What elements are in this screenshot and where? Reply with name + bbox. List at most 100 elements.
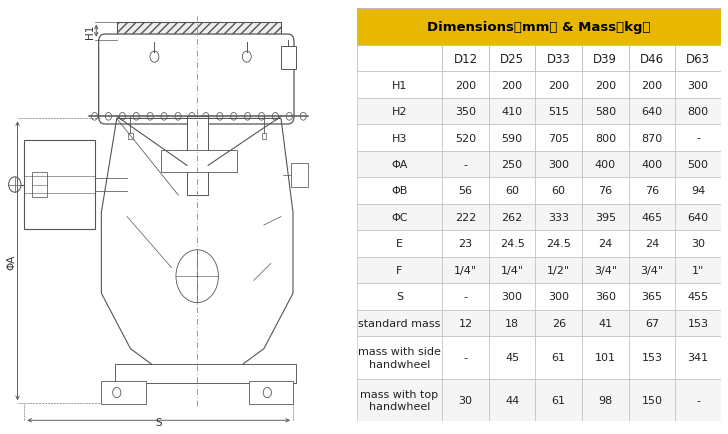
Bar [357,310,443,336]
Bar [536,336,582,379]
Text: Dimensions（mm） & Mass（kg）: Dimensions（mm） & Mass（kg） [427,21,651,34]
Text: 67: 67 [645,318,659,328]
Bar [443,46,489,72]
Bar [628,231,676,257]
Text: 705: 705 [548,133,569,143]
Bar [357,178,443,204]
Text: ΦA: ΦA [7,253,17,269]
Text: 400: 400 [641,160,662,170]
Text: 61: 61 [552,395,566,405]
Bar [357,204,443,231]
Bar [536,379,582,421]
Text: -: - [464,352,467,362]
Text: S: S [396,292,403,302]
Text: 24: 24 [645,239,659,249]
Text: 1/2": 1/2" [547,265,570,275]
Bar [357,379,443,421]
Bar [676,257,721,283]
Bar [582,178,629,204]
Bar [443,72,489,99]
Bar [357,231,443,257]
Bar [628,125,676,151]
Bar [582,310,629,336]
Bar [582,231,629,257]
Bar [443,125,489,151]
Text: H3: H3 [392,133,407,143]
Text: 12: 12 [459,318,472,328]
Text: 18: 18 [505,318,519,328]
Text: 60: 60 [505,186,519,196]
Text: 101: 101 [595,352,616,362]
Bar [582,204,629,231]
Bar [582,46,629,72]
Text: 1/4": 1/4" [501,265,523,275]
Text: ΦC: ΦC [391,213,408,223]
Bar [357,9,721,46]
Bar [128,134,132,140]
Bar [248,381,293,404]
Bar [116,23,281,40]
Text: 24: 24 [598,239,612,249]
Bar [489,257,536,283]
Bar [628,336,676,379]
Bar [489,204,536,231]
Text: 365: 365 [641,292,662,302]
Bar [357,336,443,379]
Text: 350: 350 [455,107,476,117]
Text: mass with side
handwheel: mass with side handwheel [358,346,441,369]
Text: 580: 580 [595,107,616,117]
Bar [536,178,582,204]
Bar [443,204,489,231]
Bar [536,125,582,151]
Text: 400: 400 [595,160,616,170]
Text: 44: 44 [505,395,519,405]
Bar [582,283,629,310]
Bar [582,125,629,151]
Text: 640: 640 [687,213,708,223]
Text: 640: 640 [641,107,662,117]
Text: 76: 76 [598,186,612,196]
Bar [536,46,582,72]
Bar [25,141,95,230]
Text: 300: 300 [548,160,569,170]
Bar [628,310,676,336]
Text: mass with top
handwheel: mass with top handwheel [360,389,438,411]
Bar [536,283,582,310]
Text: F: F [396,265,403,275]
Bar [536,231,582,257]
Text: 200: 200 [641,80,662,90]
Bar [582,336,629,379]
Bar [101,381,146,404]
Text: 300: 300 [687,80,708,90]
Bar [628,204,676,231]
Bar [676,283,721,310]
Bar [536,72,582,99]
FancyBboxPatch shape [98,35,294,125]
Bar [261,134,266,140]
Bar [443,379,489,421]
Bar [357,99,443,125]
Text: 465: 465 [641,213,662,223]
Bar [489,379,536,421]
Text: 3/4": 3/4" [594,265,617,275]
Text: 153: 153 [687,318,708,328]
Bar [628,151,676,178]
Bar [676,231,721,257]
Text: D12: D12 [454,53,478,66]
Bar [582,72,629,99]
Text: H2: H2 [392,107,407,117]
Bar [536,310,582,336]
Text: 26: 26 [552,318,566,328]
Text: 98: 98 [598,395,612,405]
Bar [676,46,721,72]
Bar [357,151,443,178]
Bar [32,172,47,198]
Bar [536,257,582,283]
Text: 800: 800 [595,133,616,143]
Text: 94: 94 [691,186,705,196]
Text: 56: 56 [459,186,472,196]
Bar [489,178,536,204]
Text: D39: D39 [593,53,617,66]
Text: 333: 333 [548,213,569,223]
Bar [628,257,676,283]
